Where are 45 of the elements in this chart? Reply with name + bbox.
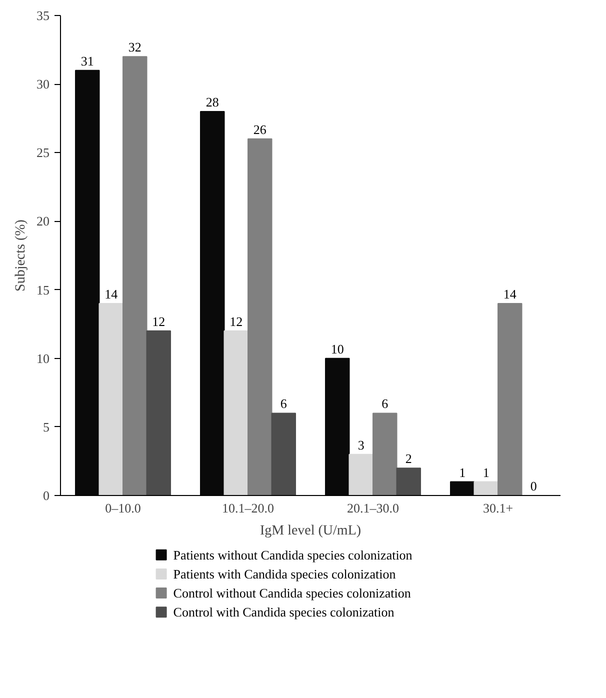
bar [248,138,272,496]
x-axis-title: IgM level (U/mL) [260,524,362,538]
data-label: 12 [152,314,166,329]
data-label: 3 [358,437,364,452]
bar [396,468,421,496]
y-tick-label: 0 [43,488,50,503]
data-label: 1 [459,464,466,480]
y-tick-label: 20 [36,214,50,229]
bar [146,330,171,496]
data-label: 14 [503,286,517,302]
data-label: 6 [280,396,288,412]
bar [98,303,124,496]
y-tick-label: 25 [36,145,50,160]
x-tick-label: 0–10.0 [105,500,141,516]
x-tick-label: 20.1–30.0 [347,500,399,516]
legend-label: Control with Candida species colonization [173,604,395,620]
bar [498,303,522,496]
data-label: 0 [530,478,537,494]
data-label: 32 [128,40,142,55]
data-label: 10 [330,341,344,356]
bar [122,56,148,496]
y-tick-label: 30 [36,76,50,92]
x-tick-label: 10.1–20.0 [222,500,274,516]
bar [348,454,374,496]
data-label: 26 [253,122,267,137]
y-tick-label: 15 [36,282,50,298]
y-tick-label: 5 [43,419,50,434]
data-label: 14 [104,286,118,302]
data-label: 2 [405,451,412,466]
bar [372,412,398,496]
bar [224,330,248,496]
y-tick-label: 35 [36,8,50,23]
data-label: 12 [230,314,243,329]
legend-label: Patients with Candida species colonization [173,566,396,582]
bar [271,412,296,496]
data-label: 31 [80,53,94,68]
legend-label: Patients without Candida species colonization [173,547,413,562]
legend-label: Control without Candida species colonization [173,586,412,601]
y-tick-label: 10 [36,350,50,366]
y-axis-title: Subjects (%) [14,219,28,292]
data-label: 6 [382,396,389,412]
data-label: 1 [482,464,490,480]
x-tick-label: 30.1+ [482,500,514,516]
data-label: 28 [206,94,219,110]
bar [474,481,498,496]
